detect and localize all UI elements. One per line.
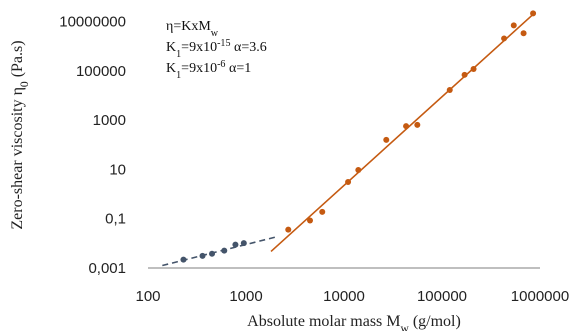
x-tick-label: 1000 bbox=[229, 288, 262, 305]
data-point bbox=[461, 71, 468, 78]
data-point bbox=[285, 226, 292, 233]
data-point bbox=[446, 86, 453, 93]
equation-annotation: K1=9x10-15 α=3.6 bbox=[166, 38, 267, 60]
y-tick-label: 0,1 bbox=[105, 211, 126, 228]
y-axis-title: Zero-shear viscosity η0 (Pa.s) bbox=[9, 40, 31, 229]
data-point bbox=[221, 247, 228, 254]
data-point bbox=[319, 208, 326, 215]
y-tick-labels: 0,001 0,1 10 1000 100000 10000000 bbox=[59, 14, 126, 277]
y-tick-label: 100000 bbox=[76, 63, 126, 80]
x-tick-label: 100000 bbox=[417, 288, 467, 305]
equation-annotation: η=KxMw bbox=[166, 19, 219, 39]
data-point bbox=[470, 66, 477, 73]
y-tick-label: 10 bbox=[109, 161, 126, 178]
solid-fit-line bbox=[270, 11, 537, 253]
data-point bbox=[530, 10, 537, 17]
x-tick-label: 100 bbox=[135, 288, 160, 305]
y-tick-label: 1000 bbox=[93, 112, 126, 129]
data-point bbox=[240, 240, 247, 247]
data-point bbox=[209, 250, 216, 257]
x-tick-label: 1000000 bbox=[511, 288, 569, 305]
data-point bbox=[232, 241, 239, 248]
data-point bbox=[307, 217, 314, 224]
fit-lines bbox=[162, 11, 537, 267]
x-tick-labels: 100 1000 10000 100000 1000000 bbox=[135, 288, 569, 305]
x-tick-label: 10000 bbox=[323, 288, 365, 305]
data-point bbox=[414, 121, 421, 128]
data-point bbox=[510, 22, 517, 29]
data-point bbox=[180, 256, 187, 263]
y-tick-label: 10000000 bbox=[59, 14, 126, 31]
data-point bbox=[520, 30, 527, 37]
dashed-fit-line bbox=[162, 236, 276, 267]
data-point bbox=[501, 35, 508, 42]
data-point bbox=[355, 167, 362, 174]
y-tick-label: 0,001 bbox=[88, 260, 126, 277]
data-markers bbox=[180, 10, 537, 263]
data-point bbox=[345, 179, 352, 186]
data-point bbox=[403, 123, 410, 130]
equation-annotation: K1=9x10-6 α=1 bbox=[166, 59, 251, 81]
data-point bbox=[383, 136, 390, 143]
data-point bbox=[199, 252, 206, 259]
x-axis-title: Absolute molar mass Mw (g/mol) bbox=[247, 313, 461, 331]
